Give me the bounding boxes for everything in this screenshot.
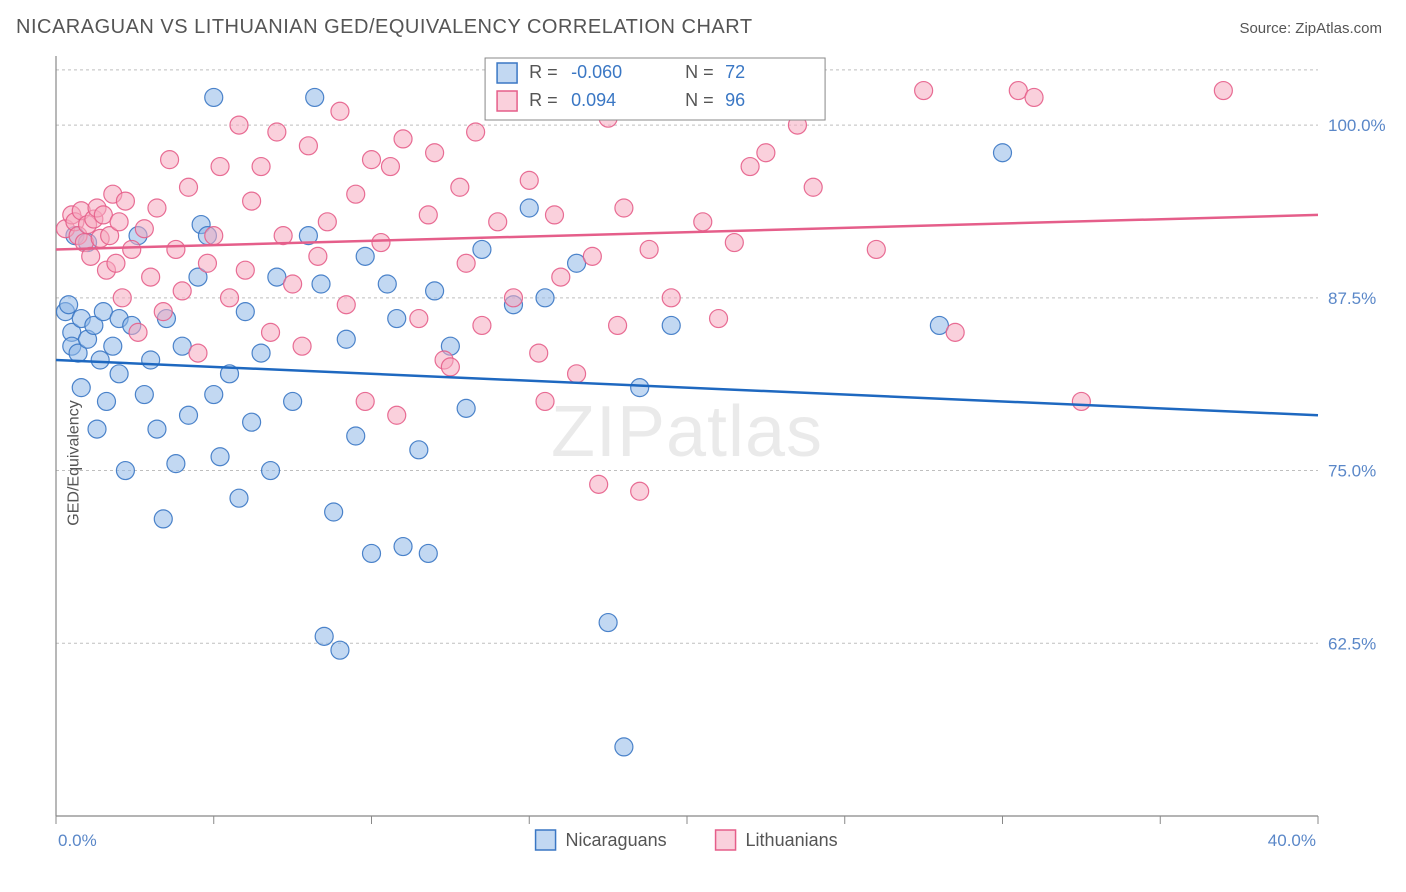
watermark: ZIPatlas <box>551 392 823 472</box>
y-tick-label: 87.5% <box>1328 289 1376 308</box>
legend-item-label: Lithuanians <box>746 830 838 850</box>
svg-text:0.094: 0.094 <box>571 90 616 110</box>
y-tick-label: 75.0% <box>1328 462 1376 481</box>
svg-text:72: 72 <box>725 62 745 82</box>
y-tick-label: 100.0% <box>1328 116 1386 135</box>
source-label: Source: ZipAtlas.com <box>1239 20 1382 37</box>
stats-legend: R = -0.060 N = 72 R = 0.094 N = 96 <box>485 58 825 120</box>
trend-line-lithuanians <box>56 215 1318 250</box>
svg-text:96: 96 <box>725 90 745 110</box>
y-tick-label: 62.5% <box>1328 634 1376 653</box>
y-axis-label: GED/Equivalency <box>66 400 84 525</box>
x-tick-label: 0.0% <box>58 831 97 850</box>
legend-item-label: Nicaraguans <box>566 830 667 850</box>
svg-text:N =: N = <box>685 90 714 110</box>
svg-text:R =: R = <box>529 90 558 110</box>
svg-text:-0.060: -0.060 <box>571 62 622 82</box>
scatter-chart: 0.0% 40.0% 62.5% 75.0% 87.5% 100.0% ZIPatlas R … <box>16 50 1390 876</box>
chart-title: NICARAGUAN VS LITHUANIAN GED/EQUIVALENCY… <box>16 16 753 39</box>
chart-container: GED/Equivalency 0.0% 40.0% 62.5% 75.0% 87.5%… <box>16 50 1390 876</box>
svg-text:R =: R = <box>529 62 558 82</box>
x-tick-label: 40.0% <box>1268 831 1316 850</box>
series-legend: Nicaraguans Lithuanians <box>536 830 838 850</box>
svg-text:N =: N = <box>685 62 714 82</box>
